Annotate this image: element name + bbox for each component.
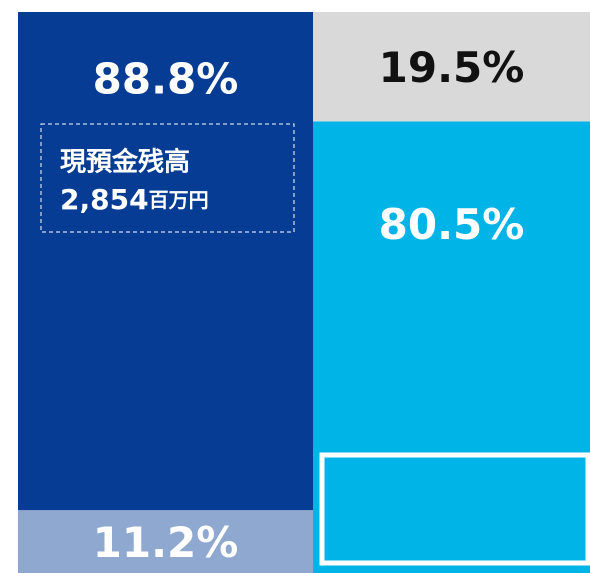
bar-segment xyxy=(18,12,313,511)
value-label: 80.5% xyxy=(379,200,525,249)
bar-segment xyxy=(18,510,313,573)
annotation-number: 2,854 xyxy=(60,183,149,216)
value-label: 88.8% xyxy=(93,55,239,104)
annotation-unit: 百万円 xyxy=(149,188,209,212)
value-label: 19.5% xyxy=(379,43,525,92)
annotation-title: 現預金残高 xyxy=(60,147,190,178)
annotation-value: 2,854百万円 xyxy=(60,183,209,216)
annotation-box xyxy=(40,123,295,233)
bar-segment xyxy=(313,121,590,573)
value-label: 11.2% xyxy=(93,518,239,567)
highlight-box xyxy=(319,452,590,566)
bar-segment xyxy=(313,12,590,122)
bars xyxy=(18,12,590,573)
